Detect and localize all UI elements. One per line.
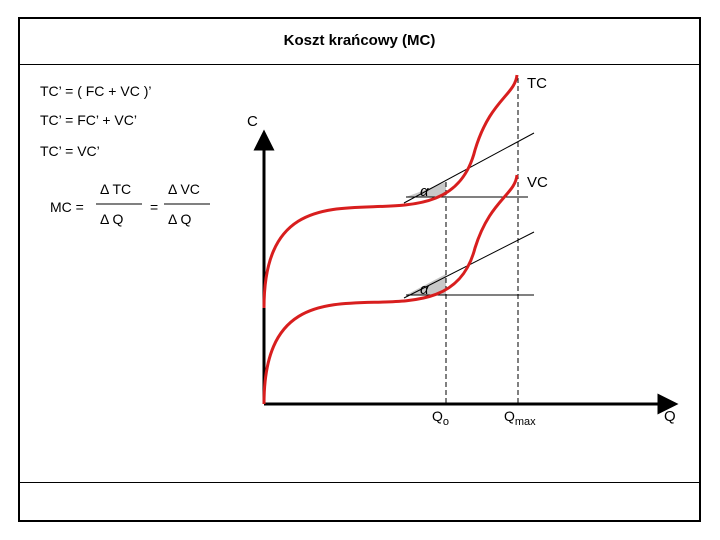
fraction1-numerator: Δ TC <box>100 181 131 197</box>
mc-label: MC = <box>50 199 84 215</box>
qmax-label-sub: max <box>515 416 536 428</box>
y-axis-label: C <box>247 113 258 130</box>
equation-line-2: TC’ = FC’ + VC’ <box>40 112 137 128</box>
vc-label: VC <box>527 174 548 191</box>
equals-sign: = <box>150 199 158 215</box>
tc-curve <box>262 74 519 309</box>
q0-label: Qo <box>432 408 449 428</box>
tc-label: TC <box>527 75 547 92</box>
header-divider <box>20 64 699 65</box>
equation-line-3: TC’ = VC’ <box>40 143 100 159</box>
slide-title: Koszt krańcowy (MC) <box>283 32 436 49</box>
slide-frame: Koszt krańcowy (MC) <box>18 17 701 522</box>
alpha-wedge-vc <box>406 274 446 295</box>
alpha-label-tc: α <box>420 183 429 200</box>
fraction2-denominator: Δ Q <box>168 211 191 227</box>
qmax-label: Qmax <box>504 408 536 428</box>
q0-label-sub: o <box>443 416 449 428</box>
vc-curve <box>262 174 519 405</box>
qmax-label-main: Q <box>504 408 515 424</box>
alpha-label-vc: α <box>420 281 429 298</box>
footer-divider <box>20 482 699 483</box>
x-axis-label: Q <box>664 408 676 425</box>
fraction1-denominator: Δ Q <box>100 211 123 227</box>
q0-label-main: Q <box>432 408 443 424</box>
equation-line-1: TC’ = ( FC + VC )’ <box>40 83 152 99</box>
fraction2-numerator: Δ VC <box>168 181 200 197</box>
